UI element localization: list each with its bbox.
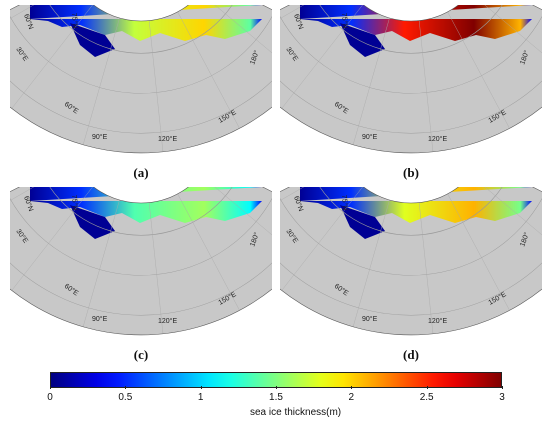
latitude-label: 75°N bbox=[340, 12, 349, 28]
latitude-label: 75°N bbox=[70, 194, 79, 210]
longitude-line bbox=[280, 187, 344, 231]
longitude-line bbox=[200, 187, 272, 261]
longitude-line bbox=[82, 17, 120, 145]
sea-ice-field bbox=[300, 187, 532, 223]
longitude-line bbox=[281, 187, 364, 291]
longitude-line bbox=[177, 193, 240, 311]
longitude-line bbox=[11, 5, 94, 109]
longitude-line bbox=[418, 20, 434, 152]
colorbar-tick-label: 1 bbox=[197, 392, 204, 403]
longitude-line bbox=[82, 199, 120, 327]
kara-sea-ice bbox=[70, 23, 115, 57]
map-panel-d: 60°N 75°N 30°E 60°E 90°E 120°E 150°E 180° bbox=[280, 187, 542, 347]
colorbar-tick-mark bbox=[200, 386, 202, 389]
colorbar-tick-label: 3 bbox=[499, 392, 505, 403]
map-panel-b: 60°N 75°N 30°E 60°E 90°E 120°E 150°E 180° bbox=[280, 5, 542, 165]
longitude-line bbox=[10, 187, 74, 231]
colorbar-tick-label: 0 bbox=[47, 392, 53, 403]
sea-ice-field bbox=[30, 187, 262, 223]
latitude-label: 75°N bbox=[340, 194, 349, 210]
longitude-line bbox=[148, 20, 164, 152]
longitude-line bbox=[418, 202, 434, 334]
longitude-line bbox=[177, 11, 240, 129]
longitude-label: 120°E bbox=[158, 317, 177, 325]
longitude-line bbox=[470, 187, 542, 261]
colorbar-tick-label: 2 bbox=[348, 392, 355, 403]
sea-ice-field bbox=[30, 5, 262, 41]
longitude-line bbox=[447, 11, 510, 129]
longitude-line bbox=[148, 202, 164, 334]
kara-sea-ice bbox=[340, 205, 385, 239]
longitude-label: 90°E bbox=[92, 133, 108, 141]
colorbar-tick-mark bbox=[502, 386, 503, 389]
panel-caption: (d) bbox=[403, 347, 419, 362]
kara-sea-ice bbox=[70, 205, 115, 239]
map-border bbox=[280, 5, 542, 154]
longitude-line bbox=[200, 5, 272, 79]
map-panel-c: 60°N 75°N 30°E 60°E 90°E 120°E 150°E 180° bbox=[10, 187, 272, 347]
colorbar-tick-label: 2.5 bbox=[419, 392, 434, 403]
colorbar-label: sea ice thickness(m) bbox=[250, 407, 342, 418]
colorbar-tick-mark bbox=[125, 386, 127, 389]
longitude-label: 120°E bbox=[428, 317, 447, 325]
longitude-line bbox=[280, 5, 344, 49]
map-border bbox=[10, 187, 272, 336]
latitude-label: 75°N bbox=[70, 12, 79, 28]
colorbar-tick-mark bbox=[351, 386, 353, 389]
colorbar-tick-label: 1.5 bbox=[269, 392, 283, 403]
sea-ice-field bbox=[300, 5, 532, 41]
longitude-label: 90°E bbox=[362, 315, 378, 323]
colorbar-tick-label: 0.5 bbox=[118, 392, 133, 403]
longitude-line bbox=[352, 17, 390, 145]
longitude-line bbox=[281, 5, 364, 109]
longitude-line bbox=[470, 5, 542, 79]
colorbar-tick-mark bbox=[426, 386, 428, 389]
longitude-line bbox=[10, 5, 74, 49]
longitude-label: 120°E bbox=[158, 135, 177, 143]
longitude-label: 90°E bbox=[362, 133, 378, 141]
longitude-label: 90°E bbox=[92, 315, 108, 323]
colorbar-tick-mark bbox=[50, 386, 51, 389]
panel-caption: (a) bbox=[133, 165, 149, 180]
longitude-label: 120°E bbox=[428, 135, 447, 143]
panel-caption: (c) bbox=[133, 347, 149, 362]
panel-caption: (b) bbox=[403, 165, 419, 180]
longitude-line bbox=[352, 199, 390, 327]
kara-sea-ice bbox=[340, 23, 385, 57]
map-border bbox=[280, 187, 542, 336]
map-panel-a: 60°N 75°N 30°E 60°E 90°E 120°E 150°E 180° bbox=[10, 5, 272, 165]
longitude-line bbox=[447, 193, 510, 311]
map-border bbox=[10, 5, 272, 154]
colorbar-tick-mark bbox=[276, 386, 277, 389]
longitude-line bbox=[11, 187, 94, 291]
